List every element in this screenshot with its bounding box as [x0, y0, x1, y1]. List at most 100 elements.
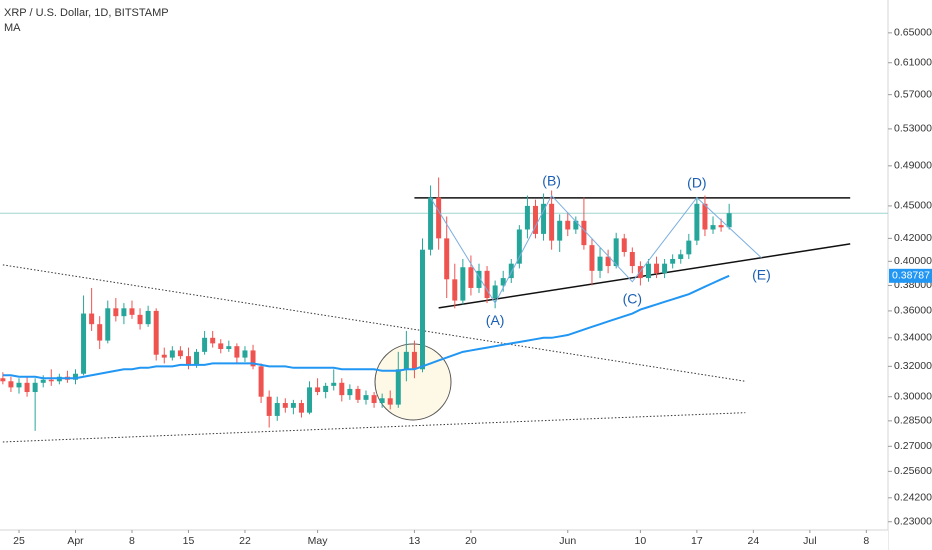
candle-body [387, 398, 393, 405]
candle-body [24, 382, 30, 393]
candle-body [403, 351, 409, 370]
candle-body [153, 310, 159, 355]
x-tick-label: 8 [129, 535, 135, 547]
candle-body [532, 205, 538, 234]
candle-body [266, 396, 272, 416]
candle-body [169, 350, 175, 358]
ma-value-label: 0.38787 [892, 270, 930, 282]
indicator-label: MA [4, 22, 21, 34]
wave-label: (B) [542, 172, 561, 188]
candle-body [226, 346, 232, 350]
candle-body [573, 220, 579, 230]
candle-body [72, 373, 78, 380]
y-tick-label: 0.40000 [894, 255, 932, 267]
trend-line [2, 412, 746, 443]
y-tick-label: 0.30000 [894, 390, 932, 402]
candle-body [549, 203, 555, 241]
chart-title: XRP / U.S. Dollar, 1D, BITSTAMP [4, 7, 169, 19]
y-tick-label: 0.25600 [894, 465, 932, 477]
x-tick-label: Jun [559, 535, 576, 547]
candle-body [121, 308, 127, 317]
y-tick-label: 0.36000 [894, 305, 932, 317]
candle-body [113, 308, 119, 317]
candle-body [468, 267, 474, 288]
candle-body [258, 366, 264, 397]
candle-body [177, 350, 183, 357]
candle-body [597, 256, 603, 271]
candle-body [355, 388, 361, 400]
y-tick-label: 0.53000 [894, 123, 932, 135]
x-tick-label: 17 [691, 535, 703, 547]
wave-label: (C) [623, 290, 642, 306]
time-axis-bg [0, 530, 888, 550]
candle-body [589, 245, 595, 271]
candle-body [476, 270, 482, 288]
y-tick-label: 0.27000 [894, 440, 932, 452]
candle-body [686, 240, 692, 255]
candle-body [581, 220, 587, 246]
x-tick-label: 24 [748, 535, 760, 547]
y-tick-label: 0.23000 [894, 516, 932, 528]
ma-value-tag [889, 268, 932, 283]
candle-body [702, 203, 708, 230]
candle-body [662, 263, 668, 274]
candle-body [234, 346, 240, 358]
candle-body [16, 382, 22, 388]
y-tick-label: 0.42000 [894, 232, 932, 244]
candle-body [621, 238, 627, 253]
candle-body [218, 343, 224, 350]
y-tick-label: 0.24200 [894, 492, 932, 504]
x-tick-label: 8 [863, 535, 869, 547]
trend-line [2, 264, 746, 382]
candle-body [726, 213, 732, 228]
candle-body [89, 313, 95, 325]
candle-body [298, 403, 304, 413]
candle-body [645, 263, 651, 279]
candle-body [436, 197, 442, 239]
candle-body [0, 378, 6, 382]
candle-body [323, 385, 329, 393]
trend-line [438, 243, 851, 309]
y-tick-label: 0.61000 [894, 57, 932, 69]
candle-body [500, 278, 506, 286]
candle-body [250, 350, 256, 367]
x-tick-label: 15 [183, 535, 195, 547]
candle-body [428, 197, 434, 250]
y-tick-label: 0.57000 [894, 88, 932, 100]
candle-body [524, 205, 530, 230]
x-tick-label: Jul [803, 535, 816, 547]
candle-body [484, 270, 490, 299]
candle-body [129, 308, 135, 315]
candle-body [508, 263, 514, 279]
candle-body [444, 238, 450, 280]
candle-body [629, 252, 635, 267]
candle-body [194, 351, 200, 365]
candle-body [40, 379, 46, 383]
candle-body [347, 388, 353, 396]
y-tick-label: 0.28500 [894, 415, 932, 427]
candle-body [315, 387, 321, 393]
candle-body [379, 398, 385, 404]
candle-body [557, 220, 563, 241]
candle-body [274, 403, 280, 416]
candle-body [331, 382, 337, 386]
candle-body [282, 403, 288, 408]
candle-body [654, 263, 660, 274]
candle-body [137, 314, 143, 325]
candle-body [105, 308, 111, 341]
candle-body [420, 249, 425, 370]
candle-body [395, 369, 401, 405]
candle-body [363, 395, 369, 400]
y-tick-label: 0.45000 [894, 200, 932, 212]
candle-body [710, 225, 716, 230]
candle-body [145, 310, 151, 325]
wave-label: (D) [687, 174, 706, 190]
candle-body [613, 238, 619, 267]
candle-body [307, 387, 313, 413]
candle-body [411, 351, 417, 370]
x-tick-label: 20 [465, 535, 477, 547]
x-tick-label: 10 [635, 535, 647, 547]
candle-body [492, 285, 498, 299]
